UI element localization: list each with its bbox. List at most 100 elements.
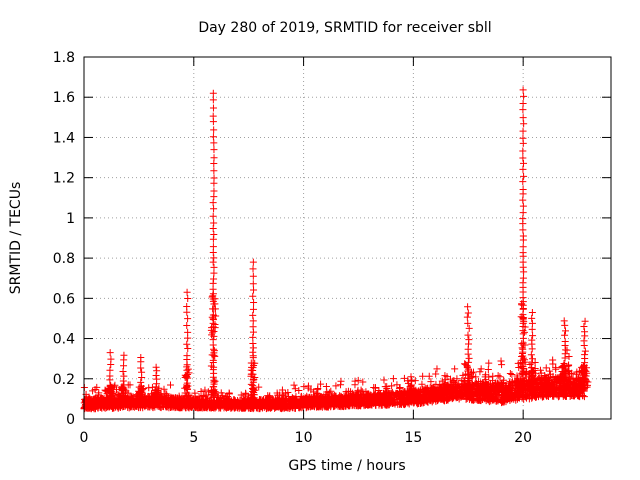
chart-title: Day 280 of 2019, SRMTID for receiver sbl… <box>198 20 491 36</box>
data-point <box>88 398 96 406</box>
data-point <box>519 196 527 204</box>
data-point <box>137 354 145 362</box>
data-point <box>237 391 245 399</box>
data-point <box>455 395 463 403</box>
data-point <box>208 351 216 359</box>
data-point <box>348 397 356 405</box>
y-tick-label: 0.6 <box>53 291 75 307</box>
data-point <box>383 392 391 400</box>
data-point <box>519 226 527 234</box>
data-point <box>484 365 492 373</box>
data-point <box>495 387 503 395</box>
data-point <box>467 369 475 377</box>
data-point <box>87 397 95 405</box>
data-point <box>558 375 566 383</box>
data-point <box>135 389 143 397</box>
data-point <box>287 400 295 408</box>
data-point <box>580 337 588 345</box>
data-point <box>519 86 527 94</box>
data-point <box>561 331 569 339</box>
data-point <box>184 315 192 323</box>
data-point <box>208 293 216 301</box>
data-point <box>546 370 554 378</box>
data-point <box>514 388 522 396</box>
x-tick-labels: 0 5 10 15 20 <box>80 430 533 446</box>
data-point <box>510 395 518 403</box>
data-point <box>425 372 433 380</box>
data-point <box>397 395 405 403</box>
data-point <box>184 345 192 353</box>
data-point <box>119 391 127 399</box>
data-point <box>120 362 128 370</box>
data-point <box>209 243 217 251</box>
data-point <box>247 395 255 403</box>
data-point <box>583 383 591 391</box>
data-point <box>521 356 529 364</box>
data-point <box>562 346 570 354</box>
data-point <box>519 99 527 107</box>
data-point <box>218 402 226 410</box>
data-point <box>557 379 565 387</box>
data-point <box>490 391 498 399</box>
data-point <box>136 397 144 405</box>
data-point <box>209 133 217 141</box>
data-point <box>396 384 404 392</box>
data-point <box>359 395 367 403</box>
data-point <box>520 92 528 100</box>
data-point <box>210 275 218 283</box>
data-point <box>518 352 526 360</box>
data-point <box>250 286 258 294</box>
data-point <box>463 313 471 321</box>
data-point <box>519 243 527 251</box>
data-point <box>360 402 368 410</box>
data-point <box>506 370 514 378</box>
data-point <box>565 353 573 361</box>
data-point <box>209 258 217 266</box>
data-point <box>388 382 396 390</box>
data-point <box>464 331 472 339</box>
y-axis-title: SRMTID / TECUs <box>8 182 24 295</box>
data-point <box>249 280 257 288</box>
data-point <box>450 377 458 385</box>
data-point <box>553 385 561 393</box>
data-point <box>514 359 522 367</box>
data-point <box>292 397 300 405</box>
y-tick-label: 0 <box>66 412 75 428</box>
data-point <box>285 393 293 401</box>
data-point <box>231 403 239 411</box>
data-point <box>464 358 472 366</box>
data-point <box>581 347 589 355</box>
data-point <box>344 399 352 407</box>
data-point <box>561 337 569 345</box>
data-point <box>354 393 362 401</box>
data-point <box>542 364 550 372</box>
data-point <box>185 369 193 377</box>
data-point <box>183 352 191 360</box>
data-point <box>152 372 160 380</box>
data-point <box>209 212 217 220</box>
data-point <box>137 378 145 386</box>
data-point <box>421 384 429 392</box>
data-point <box>284 389 292 397</box>
data-point <box>120 394 128 402</box>
data-point <box>535 374 543 382</box>
data-point <box>442 383 450 391</box>
y-tick-label: 1 <box>66 211 75 227</box>
data-point <box>564 368 572 376</box>
data-point <box>572 383 580 391</box>
data-point <box>210 383 218 391</box>
data-point <box>310 388 318 396</box>
data-point <box>462 370 470 378</box>
data-point <box>161 390 169 398</box>
data-point <box>439 395 447 403</box>
data-point <box>464 388 472 396</box>
data-point <box>216 397 224 405</box>
data-point <box>109 389 117 397</box>
data-point <box>210 219 218 227</box>
data-point <box>416 391 424 399</box>
data-point <box>209 89 217 97</box>
data-point <box>278 395 286 403</box>
data-point <box>520 382 528 390</box>
data-point <box>455 384 463 392</box>
data-point <box>145 403 153 411</box>
